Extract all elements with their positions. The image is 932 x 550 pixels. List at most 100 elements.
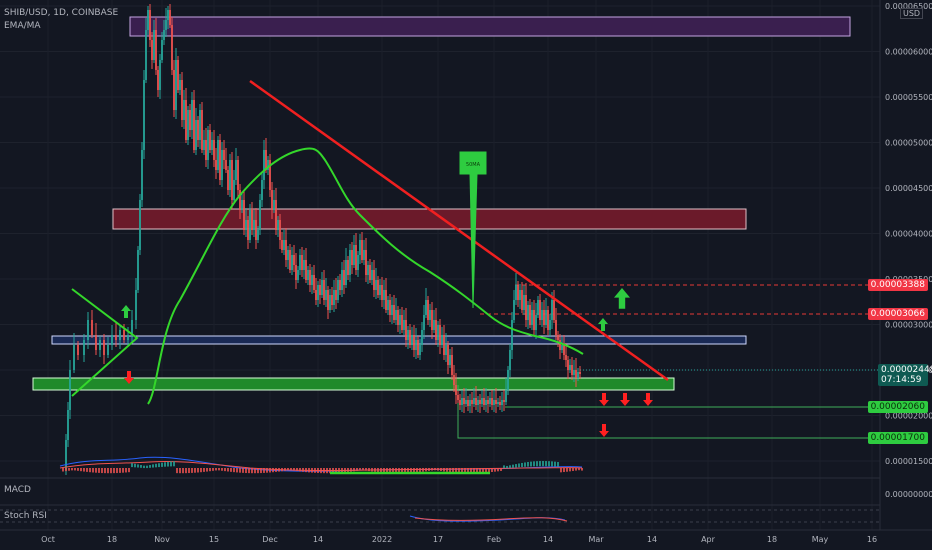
time-tick-label: 17 — [433, 535, 443, 544]
macd-histogram-bar — [257, 468, 259, 474]
macd-histogram-bar — [101, 468, 103, 474]
candle-body — [553, 300, 555, 320]
macd-histogram-bar — [449, 468, 451, 473]
candle-body — [275, 200, 277, 230]
candle-body — [339, 280, 341, 290]
candle-body — [519, 290, 521, 300]
candle-body — [443, 335, 445, 355]
macd-histogram-bar — [398, 468, 400, 474]
bearish-arrow-icon — [643, 393, 653, 406]
macd-histogram-bar — [113, 468, 115, 474]
candle-body — [471, 400, 473, 404]
candle-body — [131, 320, 133, 335]
candle-body — [91, 320, 93, 335]
macd-histogram-bar — [350, 468, 352, 472]
candle-body — [289, 250, 291, 270]
macd-histogram-bar — [206, 468, 208, 472]
candle-body — [497, 402, 499, 404]
time-tick-label: Feb — [487, 535, 501, 544]
ma-50-line — [147, 147, 584, 405]
macd-histogram-bar — [272, 468, 274, 473]
time-tick-label: 16 — [867, 535, 877, 544]
time-tick-label: Apr — [701, 535, 716, 544]
time-tick-label: 15 — [209, 535, 219, 544]
macd-histogram-bar — [194, 468, 196, 473]
macd-histogram-bar — [371, 468, 373, 472]
macd-histogram-bar — [248, 468, 250, 474]
candle-body — [541, 310, 543, 320]
candle-body — [175, 60, 177, 110]
macd-histogram-bar — [380, 468, 382, 473]
macd-histogram-bar — [512, 464, 514, 468]
macd-histogram-bar — [560, 468, 562, 473]
macd-histogram-bar — [293, 468, 295, 471]
level-mid-badge: 0.00003066 — [867, 308, 928, 320]
macd-histogram-bar — [344, 468, 346, 473]
macd-histogram-bar — [221, 468, 223, 471]
macd-histogram-bar — [104, 468, 106, 474]
candle-body — [69, 370, 71, 410]
candle-body — [161, 40, 163, 60]
macd-histogram-bar — [110, 468, 112, 474]
candle-body — [499, 402, 501, 405]
macd-histogram-bar — [215, 468, 217, 471]
macd-histogram-bar — [410, 468, 412, 473]
macd-histogram-bar — [503, 465, 505, 468]
macd-histogram-bar — [482, 468, 484, 473]
candle-body — [547, 310, 549, 330]
macd-histogram-bar — [203, 468, 205, 472]
candle-body — [545, 310, 547, 325]
candle-body — [383, 290, 385, 300]
macd-histogram-bar — [71, 468, 73, 471]
time-tick-label: Dec — [262, 535, 277, 544]
candle-body — [437, 325, 439, 340]
macd-histogram-bar — [278, 468, 280, 472]
candle-body — [421, 330, 423, 345]
macd-histogram-bar — [479, 468, 481, 473]
candle-body — [95, 335, 97, 350]
macd-histogram-bar — [200, 468, 202, 473]
candle-body — [189, 110, 191, 130]
price-tick-label: 0.00006000 — [885, 48, 932, 57]
candle-body — [253, 220, 255, 230]
macd-histogram-bar — [317, 468, 319, 474]
macd-histogram-bar — [296, 468, 298, 472]
candle-body — [557, 335, 559, 340]
macd-histogram-bar — [455, 468, 457, 473]
macd-histogram-bar — [575, 468, 577, 471]
candle-body — [257, 230, 259, 240]
currency-label[interactable]: USD — [900, 8, 924, 19]
last-price-badge: 0.00002448 07:14:59 — [878, 364, 932, 386]
macd-histogram-bar — [125, 468, 127, 473]
candle-body — [217, 140, 219, 170]
candle-body — [399, 315, 401, 325]
macd-histogram-bar — [266, 468, 268, 473]
macd-histogram-bar — [251, 468, 253, 474]
macd-histogram-bar — [464, 468, 466, 474]
candle-body — [381, 285, 383, 300]
macd-histogram-bar — [167, 461, 169, 467]
macd-histogram-bar — [260, 468, 262, 474]
macd-histogram-bar — [212, 468, 214, 471]
candle-body — [563, 345, 565, 355]
macd-histogram-bar — [434, 468, 436, 471]
candle-body — [225, 160, 227, 170]
candle-body — [207, 130, 209, 160]
macd-histogram-bar — [62, 468, 64, 472]
macd-histogram-bar — [269, 468, 271, 473]
macd-histogram-bar — [65, 468, 67, 472]
candle-body — [435, 320, 437, 340]
candle-body — [475, 398, 477, 405]
macd-histogram-bar — [209, 468, 211, 472]
candle-body — [249, 210, 251, 240]
macd-histogram-bar — [161, 462, 163, 467]
price-tick-label: 0.00004500 — [885, 184, 932, 193]
macd-histogram-bar — [236, 468, 238, 473]
descending-trendline — [249, 79, 669, 382]
candle-body — [261, 180, 263, 200]
candle-body — [409, 330, 411, 345]
bearish-arrow-icon — [620, 393, 630, 406]
candle-body — [569, 365, 571, 370]
candle-body — [211, 140, 213, 150]
